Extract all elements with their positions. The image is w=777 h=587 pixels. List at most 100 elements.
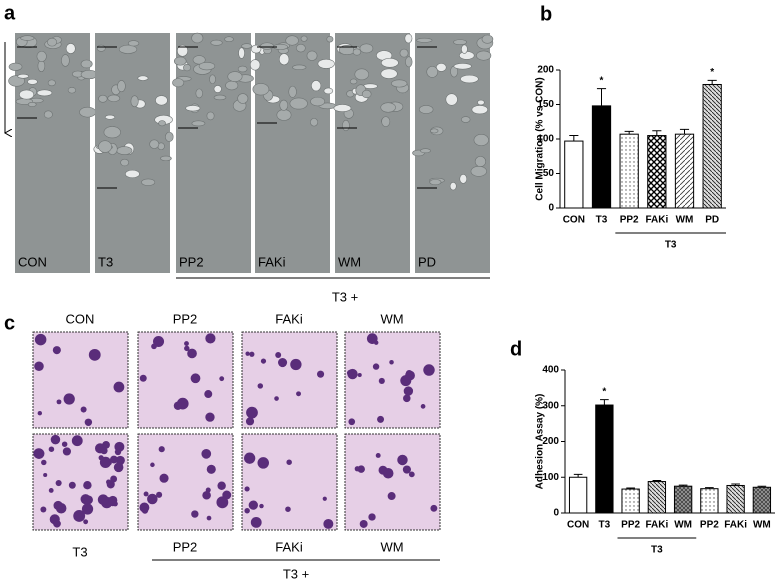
cell: [216, 496, 229, 509]
bar: [591, 105, 612, 209]
cell: [471, 105, 489, 115]
cell: [73, 510, 86, 522]
y-tick-label: 200: [542, 436, 559, 447]
cell: [52, 346, 61, 355]
cell: [61, 54, 70, 67]
cell: [37, 59, 46, 73]
cell: [310, 96, 326, 107]
top-label: FAKi: [275, 311, 303, 326]
cell: [172, 78, 185, 88]
cell: [139, 374, 147, 382]
y-tick-label: 100: [542, 472, 559, 483]
cell: [245, 351, 250, 356]
cell: [290, 358, 302, 371]
cell: [449, 182, 457, 191]
cell: [185, 105, 201, 112]
top-label: WM: [380, 311, 403, 326]
stain-image: [32, 331, 129, 429]
bar: [568, 476, 588, 514]
cell: [158, 446, 165, 453]
cell: [387, 492, 396, 501]
bottom-label: PP2: [173, 539, 198, 554]
cell: [323, 87, 334, 95]
cell: [418, 105, 434, 114]
cell: [354, 68, 369, 81]
cell: [296, 391, 301, 397]
stain-image: [241, 331, 338, 429]
cell: [165, 131, 174, 142]
x-tick-label: WM: [674, 520, 692, 531]
significance-mark: *: [602, 386, 606, 397]
cell: [405, 370, 413, 377]
x-tick-label: FAKi: [724, 520, 747, 531]
cell: [445, 93, 458, 106]
cell: [300, 35, 308, 42]
error-bar: [600, 399, 609, 406]
cell: [206, 515, 212, 521]
error-bar: [652, 130, 662, 136]
cell: [107, 94, 121, 102]
cell: [250, 516, 262, 528]
bar: [674, 133, 695, 209]
cell: [248, 500, 258, 510]
cell: [176, 44, 189, 57]
cell: [399, 48, 409, 58]
error-bar: [678, 484, 688, 487]
bar: [647, 481, 667, 514]
error-bar: [624, 130, 634, 135]
bottom-label: FAKi: [275, 539, 303, 554]
cell: [375, 452, 381, 458]
cell: [361, 89, 372, 99]
cell: [260, 42, 274, 50]
cell: [114, 448, 122, 456]
y-tick-label: 200: [537, 65, 554, 76]
cell: [8, 62, 23, 71]
significance-mark: *: [600, 75, 604, 86]
cell: [56, 399, 62, 405]
cell: [125, 169, 140, 179]
cell: [257, 457, 269, 469]
cell: [47, 37, 58, 47]
cell: [116, 146, 133, 155]
cell: [279, 99, 289, 111]
cell: [461, 44, 468, 54]
bar: [647, 135, 667, 209]
cell: [278, 53, 290, 66]
cell: [244, 486, 250, 492]
cell: [310, 118, 319, 127]
cell: [33, 448, 45, 459]
cell: [158, 120, 166, 127]
group-label: T3: [665, 240, 677, 251]
cell: [405, 56, 413, 68]
cell: [238, 47, 245, 59]
cell: [420, 404, 426, 409]
cell: [237, 93, 249, 104]
cell: [373, 340, 379, 345]
cell: [430, 128, 439, 134]
cell: [285, 35, 299, 46]
x-tick-label: FAKi: [645, 215, 668, 226]
cell: [326, 35, 334, 43]
y-tick-label: 0: [553, 508, 559, 519]
cell: [96, 44, 106, 52]
cell: [244, 452, 256, 464]
x-tick-label: CON: [567, 520, 589, 531]
image-label: PD: [418, 254, 436, 269]
cell: [346, 369, 354, 377]
cell: [108, 495, 118, 505]
cell: [47, 79, 56, 87]
y-tick-label: 100: [537, 134, 554, 145]
cell: [19, 89, 35, 100]
cell: [225, 80, 239, 91]
cell: [209, 74, 216, 85]
cell: [137, 75, 149, 81]
cell: [84, 418, 93, 426]
cell: [53, 500, 63, 511]
cell: [143, 491, 149, 497]
cell: [183, 64, 192, 72]
bottom-label: WM: [380, 539, 403, 554]
cell: [151, 343, 157, 350]
cell: [98, 140, 112, 153]
error-bar: [596, 88, 607, 106]
cell: [149, 139, 160, 149]
